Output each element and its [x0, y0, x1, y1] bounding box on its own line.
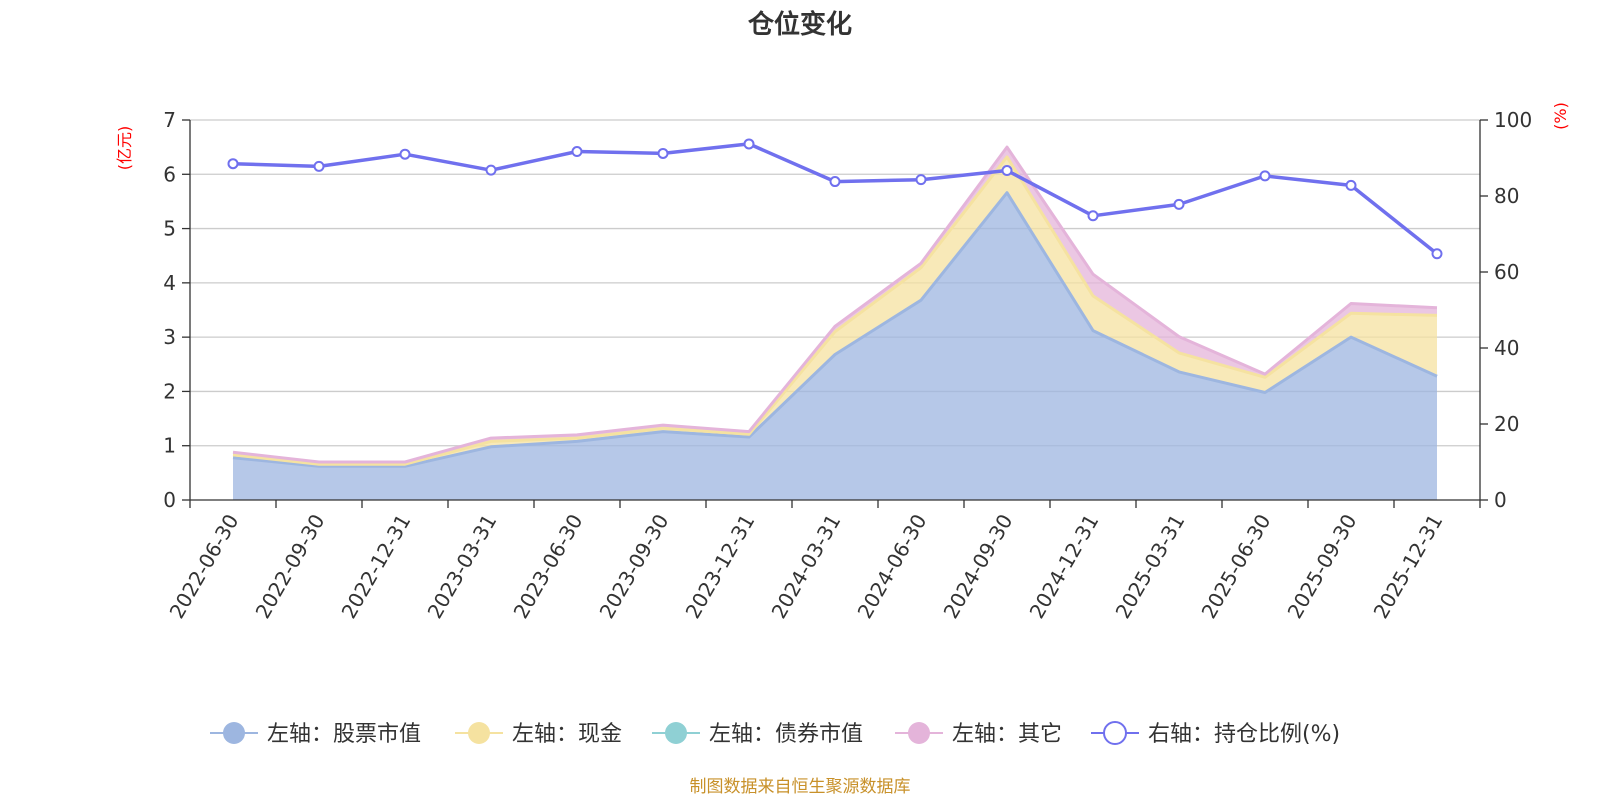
- left-axis-tick-label: 0: [163, 488, 176, 512]
- legend-item: 左轴：现金: [455, 722, 622, 747]
- left-axis-tick-label: 1: [163, 434, 176, 458]
- ratio-point: [1173, 198, 1185, 210]
- chart-title: 仓位变化: [747, 9, 852, 40]
- left-axis-tick-label: 2: [163, 379, 176, 403]
- legend: 左轴：股票市值 左轴：现金 左轴：债券市值 左轴：其它 右轴：持仓比例(%): [210, 721, 1340, 747]
- ratio-point: [657, 147, 669, 159]
- left-axis-tick-label: 7: [163, 108, 176, 132]
- data-source-credit: 制图数据来自恒生聚源数据库: [690, 777, 911, 797]
- right-axis-tick-label: 60: [1494, 260, 1519, 284]
- legend-marker: [468, 722, 490, 744]
- legend-label: 左轴：债券市值: [709, 722, 863, 747]
- x-axis-category-label: 2022-12-31: [336, 510, 415, 623]
- left-axis-tick-label: 6: [163, 162, 176, 186]
- ratio-point: [743, 138, 755, 150]
- right-axis-tick-label: 100: [1494, 108, 1532, 132]
- ratio-point: [1001, 165, 1013, 177]
- ratio-point: [1345, 179, 1357, 191]
- ratio-point: [399, 148, 411, 160]
- ratio-points: [227, 138, 1443, 260]
- x-axis-category-label: 2024-09-30: [938, 510, 1017, 623]
- legend-label: 左轴：其它: [952, 722, 1062, 747]
- ratio-point: [915, 174, 927, 186]
- area-edge-左轴：股票市值: [232, 191, 1438, 468]
- x-axis-category-label: 2022-06-30: [164, 510, 243, 623]
- legend-label: 左轴：现金: [512, 722, 622, 747]
- x-axis-category-label: 2025-12-31: [1368, 510, 1447, 623]
- x-axis-category-label: 2025-09-30: [1282, 510, 1361, 623]
- x-axis-category-label: 2025-06-30: [1196, 510, 1275, 623]
- ratio-point: [1087, 210, 1099, 222]
- left-axis-tick-label: 3: [163, 325, 176, 349]
- right-axis-tick-label: 40: [1494, 336, 1519, 360]
- legend-label: 右轴：持仓比例(%): [1148, 722, 1340, 747]
- left-axis-tick-label: 5: [163, 217, 176, 241]
- right-axis-tick-label: 0: [1494, 488, 1507, 512]
- ratio-point: [1259, 170, 1271, 182]
- legend-marker: [908, 722, 930, 744]
- ratio-point: [1431, 248, 1443, 260]
- x-axis-category-label: 2024-03-31: [766, 510, 845, 623]
- legend-marker: [665, 722, 687, 744]
- ratio-point: [227, 158, 239, 170]
- area-左轴：股票市值: [233, 192, 1437, 500]
- x-axis-category-label: 2023-12-31: [680, 510, 759, 623]
- ratio-point: [485, 164, 497, 176]
- legend-item: 左轴：其它: [895, 722, 1062, 747]
- x-axis-category-label: 2024-12-31: [1024, 510, 1103, 623]
- ratio-point: [313, 160, 325, 172]
- ratio-point: [571, 146, 583, 158]
- legend-item: 右轴：持仓比例(%): [1091, 721, 1340, 747]
- x-axis-category-label: 2022-09-30: [250, 510, 329, 623]
- legend-label: 左轴：股票市值: [267, 722, 421, 747]
- legend-item: 左轴：债券市值: [652, 722, 863, 747]
- stacked-areas: [233, 147, 1437, 500]
- ratio-point: [829, 176, 841, 188]
- x-axis-category-label: 2025-03-31: [1110, 510, 1189, 623]
- x-axis-category-label: 2023-03-31: [422, 510, 501, 623]
- x-axis-category-label: 2023-06-30: [508, 510, 587, 623]
- left-axis-tick-label: 4: [163, 271, 176, 295]
- x-axis-category-label: 2024-06-30: [852, 510, 931, 623]
- right-axis-tick-label: 20: [1494, 412, 1519, 436]
- ratio-line: [232, 142, 1439, 256]
- x-axis-category-label: 2023-09-30: [594, 510, 673, 623]
- right-axis-tick-label: 80: [1494, 184, 1519, 208]
- area-edge-左轴：其它: [232, 145, 1438, 464]
- right-axis-unit: (%): [1551, 102, 1570, 130]
- legend-marker: [223, 722, 245, 744]
- legend-item: 左轴：股票市值: [210, 722, 421, 747]
- left-axis-unit: (亿元): [115, 126, 134, 171]
- legend-marker: [1103, 721, 1127, 745]
- area-edge-左轴：现金: [232, 155, 1438, 466]
